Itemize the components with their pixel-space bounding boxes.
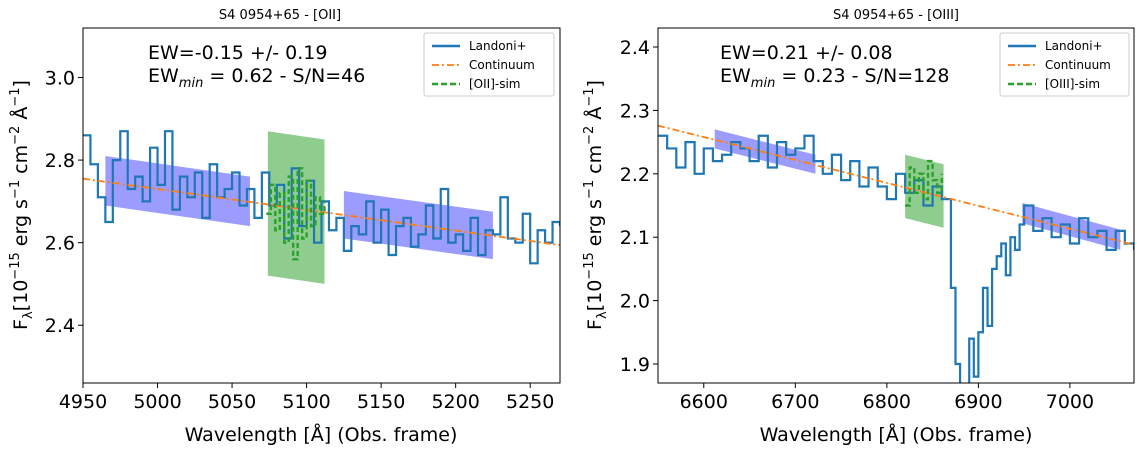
oii-y-tick-label: 2.8 <box>45 150 75 172</box>
oii-x-axis-label: Wavelength [Å] (Obs. frame) <box>185 423 458 446</box>
oiii-x-axis-label: Wavelength [Å] (Obs. frame) <box>760 423 1033 446</box>
oii-y-tick-label: 2.4 <box>45 315 75 337</box>
oiii-y-axis-label: Fλ[10−15 erg s−1 cm−2 Å−1] <box>582 80 610 330</box>
oiii-y-tick-label: 2.2 <box>620 164 650 186</box>
oii-plot-area <box>83 131 560 284</box>
oiii-legend-label-sim: [OIII]-sim <box>1045 77 1100 91</box>
oiii-x-tick-label: 6600 <box>680 391 728 413</box>
oii-ew-annotation: EW=-0.15 +/- 0.19 <box>148 42 327 64</box>
oiii-x-ticks: 6600 6700 6800 6900 7000 <box>680 383 1095 413</box>
oiii-legend-label-continuum: Continuum <box>1045 58 1111 72</box>
oii-x-tick-label: 5200 <box>431 391 479 413</box>
oiii-x-tick-label: 6800 <box>863 391 911 413</box>
oiii-x-tick-label: 6900 <box>954 391 1002 413</box>
oiii-plot-area <box>658 126 1134 409</box>
oii-legend-label-landoni: Landoni+ <box>469 39 527 53</box>
oii-legend: Landoni+ Continuum [OII]-sim <box>424 33 554 96</box>
oiii-title: S4 0954+65 - [OIII] <box>833 8 959 23</box>
oii-y-tick-label: 3.0 <box>45 68 75 90</box>
oiii-ewmin-annotation: EWmin = 0.23 - S/N=128 <box>720 65 949 91</box>
oii-y-ticks: 2.4 2.6 2.8 3.0 <box>45 68 83 338</box>
oii-y-tick-label: 2.6 <box>45 233 75 255</box>
oii-clipped-layer <box>83 131 560 284</box>
oii-x-tick-label: 5150 <box>357 391 405 413</box>
oiii-y-tick-label: 2.1 <box>620 227 650 249</box>
oii-y-axis-label: Fλ[10−15 erg s−1 cm−2 Å−1] <box>8 80 36 330</box>
oiii-clipped-layer <box>658 126 1134 409</box>
oiii-legend-label-landoni: Landoni+ <box>1045 39 1103 53</box>
oii-x-tick-label: 5050 <box>208 391 256 413</box>
oii-legend-label-continuum: Continuum <box>469 58 535 72</box>
oiii-spectrum-line <box>658 136 1134 409</box>
oiii-panel: S4 0954+65 - [OIII] EW=0.21 +/- 0.08 EWm… <box>582 8 1134 446</box>
oii-x-tick-label: 5000 <box>133 391 181 413</box>
oii-x-ticks: 4950 5000 5050 5100 5150 5200 5250 <box>59 383 555 413</box>
oiii-legend: Landoni+ Continuum [OIII]-sim <box>1000 33 1129 96</box>
oiii-x-tick-label: 7000 <box>1046 391 1094 413</box>
oiii-y-tick-label: 1.9 <box>620 354 650 376</box>
oii-title: S4 0954+65 - [OII] <box>219 8 341 23</box>
oii-legend-label-sim: [OII]-sim <box>469 77 521 91</box>
oiii-y-tick-label: 2.0 <box>620 291 650 313</box>
oiii-ew-annotation: EW=0.21 +/- 0.08 <box>720 42 893 64</box>
oii-x-tick-label: 4950 <box>59 391 107 413</box>
oii-panel: S4 0954+65 - [OII] EW=-0.15 +/- 0.19 EWm… <box>8 8 560 446</box>
oiii-x-tick-label: 6700 <box>771 391 819 413</box>
oii-x-tick-label: 5100 <box>282 391 330 413</box>
oiii-y-ticks: 1.9 2.0 2.1 2.2 2.3 2.4 <box>620 37 658 376</box>
oii-x-tick-label: 5250 <box>506 391 554 413</box>
oiii-y-tick-label: 2.3 <box>620 100 650 122</box>
oiii-y-tick-label: 2.4 <box>620 37 650 59</box>
oii-ewmin-annotation: EWmin = 0.62 - S/N=46 <box>148 65 365 91</box>
